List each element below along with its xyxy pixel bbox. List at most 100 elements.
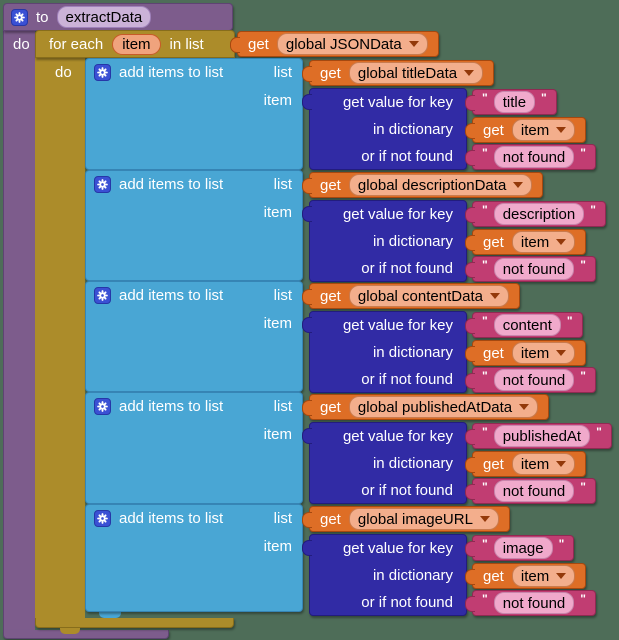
gear-icon[interactable] <box>11 8 28 26</box>
key-text-block[interactable]: " image " <box>464 535 575 561</box>
key-text-block[interactable]: " content " <box>465 312 583 338</box>
add-items-to-list-block[interactable]: add items to list list item get global p… <box>85 392 612 504</box>
variable-name: item <box>520 455 550 473</box>
in-dictionary-label: in dictionary <box>372 121 453 138</box>
gear-icon[interactable] <box>94 398 111 415</box>
get-label: get <box>483 567 504 585</box>
get-value-for-key-block[interactable]: get value for key in dictionary or if no… <box>302 200 606 282</box>
notfound-text-block[interactable]: " not found " <box>465 256 596 282</box>
text-field[interactable]: image <box>493 537 553 559</box>
variable-dropdown[interactable]: item <box>511 453 576 475</box>
notfound-text-block[interactable]: " not found " <box>465 478 596 504</box>
get-variable-block-jsondata[interactable]: get global JSONData <box>230 31 439 57</box>
loop-param-chip[interactable]: item <box>112 33 161 55</box>
foreach-block-bottom <box>35 618 234 628</box>
foreach-block-header[interactable]: for each item in list <box>35 30 235 58</box>
get-value-for-key-block[interactable]: get value for key in dictionary or if no… <box>302 88 596 170</box>
open-quote: " <box>482 258 488 272</box>
item-socket-label: item <box>263 204 292 221</box>
foreach-do-label: do <box>55 64 72 81</box>
text-field[interactable]: not found <box>493 480 575 502</box>
key-text-block[interactable]: " publishedAt " <box>465 423 612 449</box>
variable-dropdown[interactable]: global contentData <box>348 285 509 307</box>
close-quote: " <box>580 592 586 606</box>
item-socket-label: item <box>263 538 292 555</box>
get-label: get <box>320 64 341 82</box>
get-value-for-key-block[interactable]: get value for key in dictionary or if no… <box>302 534 596 616</box>
additems-bottom-connector <box>99 612 121 618</box>
list-socket-label: list <box>273 510 292 527</box>
variable-dropdown[interactable]: global titleData <box>348 62 484 84</box>
open-quote: " <box>482 369 488 383</box>
dropdown-arrow-icon <box>489 293 500 299</box>
get-variable-block[interactable]: get item <box>464 563 587 589</box>
gear-icon[interactable] <box>94 176 111 193</box>
variable-name: global contentData <box>357 287 483 305</box>
variable-dropdown[interactable]: item <box>511 342 576 364</box>
text-field[interactable]: title <box>493 91 536 113</box>
open-quote: " <box>482 314 488 328</box>
variable-dropdown[interactable]: item <box>511 119 576 141</box>
close-quote: " <box>566 314 573 328</box>
add-items-to-list-block[interactable]: add items to list list item get global d… <box>85 170 606 282</box>
foreach-block-spine <box>35 58 85 618</box>
get-variable-block[interactable]: get global contentData <box>302 283 520 309</box>
text-field[interactable]: not found <box>493 592 575 614</box>
get-variable-block[interactable]: get global publishedAtData <box>301 394 550 420</box>
text-field[interactable]: not found <box>493 258 575 280</box>
not-found-row-label: or if not found <box>361 482 453 499</box>
dropdown-arrow-icon <box>464 70 475 76</box>
dropdown-arrow-icon <box>408 41 419 47</box>
key-row-label: get value for key <box>342 428 453 445</box>
variable-dropdown[interactable]: global JSONData <box>276 33 428 55</box>
gear-icon[interactable] <box>94 510 111 527</box>
get-variable-block[interactable]: get item <box>464 117 587 143</box>
add-items-to-list-block[interactable]: add items to list list item get global c… <box>85 281 596 393</box>
text-field[interactable]: content <box>493 314 561 336</box>
text-field[interactable]: not found <box>493 369 575 391</box>
gear-icon[interactable] <box>94 64 111 81</box>
text-field[interactable]: description <box>493 203 585 225</box>
notfound-text-block[interactable]: " not found " <box>465 590 596 616</box>
gear-icon[interactable] <box>94 287 111 304</box>
variable-dropdown[interactable]: global descriptionData <box>348 174 533 196</box>
variable-name: item <box>520 344 550 362</box>
block-label: add items to list <box>119 398 224 415</box>
variable-dropdown[interactable]: item <box>511 231 576 253</box>
key-text-block[interactable]: " description " <box>465 201 606 227</box>
text-field[interactable]: publishedAt <box>493 425 591 447</box>
procedure-name-field[interactable]: extractData <box>56 6 152 28</box>
text-field[interactable]: not found <box>493 146 575 168</box>
get-label: get <box>248 35 269 53</box>
get-variable-block[interactable]: get global imageURL <box>302 506 510 532</box>
in-dictionary-label: in dictionary <box>372 567 453 584</box>
key-row-label: get value for key <box>342 206 453 223</box>
variable-dropdown[interactable]: global imageURL <box>348 508 499 530</box>
get-label: get <box>320 287 341 305</box>
key-text-block[interactable]: " title " <box>465 89 557 115</box>
notfound-text-block[interactable]: " not found " <box>465 144 596 170</box>
add-items-to-list-block[interactable]: add items to list list item get global i… <box>85 504 596 616</box>
variable-name: global publishedAtData <box>357 398 513 416</box>
get-value-for-key-block[interactable]: get value for key in dictionary or if no… <box>302 311 596 393</box>
notfound-text-block[interactable]: " not found " <box>465 367 596 393</box>
procedure-do-label: do <box>13 36 30 53</box>
get-label: get <box>320 510 341 528</box>
procedure-block-header[interactable]: to extractData <box>3 3 233 31</box>
variable-name: item <box>520 233 550 251</box>
get-value-for-key-block[interactable]: get value for key in dictionary or if no… <box>302 422 612 504</box>
procedure-to-label: to <box>36 8 49 26</box>
get-variable-block[interactable]: get item <box>464 229 587 255</box>
gear-glyph <box>97 67 108 78</box>
block-label: add items to list <box>119 287 224 304</box>
variable-dropdown[interactable]: item <box>511 565 576 587</box>
get-variable-block[interactable]: get item <box>464 340 587 366</box>
get-variable-block[interactable]: get item <box>464 451 587 477</box>
get-variable-block[interactable]: get global descriptionData <box>301 172 544 198</box>
add-items-to-list-block[interactable]: add items to list list item get global t… <box>85 58 596 170</box>
get-variable-block[interactable]: get global titleData <box>301 60 495 86</box>
close-quote: " <box>580 480 586 494</box>
foreach-bottom-connector <box>60 628 80 634</box>
variable-dropdown[interactable]: global publishedAtData <box>348 396 539 418</box>
